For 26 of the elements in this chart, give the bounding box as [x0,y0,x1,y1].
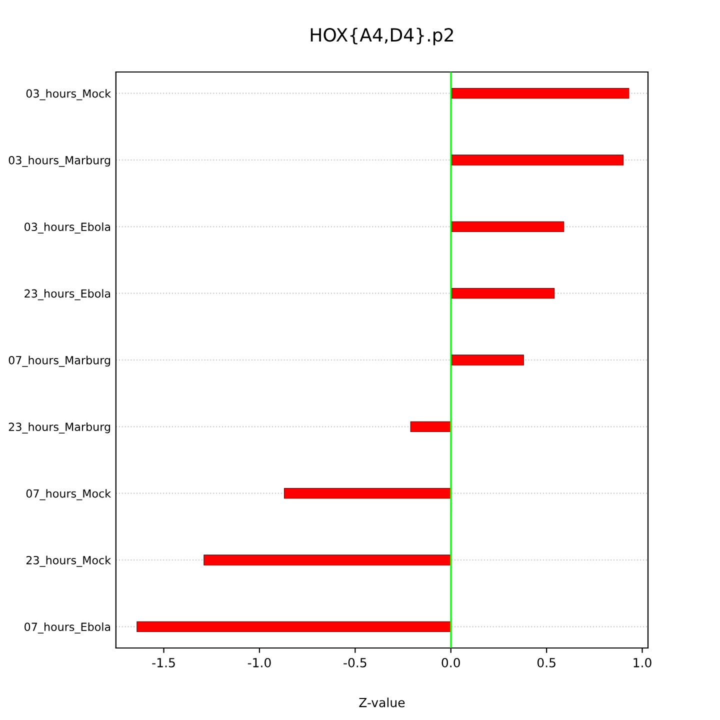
y-tick-label: 23_hours_Mock [26,556,112,567]
bar [450,154,624,166]
bar [204,554,452,566]
y-tick-label: 07_hours_Ebola [24,622,110,634]
bar [284,488,452,499]
y-tick-label: 03_hours_Marburg [8,156,110,167]
bar [450,88,630,99]
chart-title: HOX{A4,D4}.p2 [310,28,453,46]
x-tick-label: -0.5 [344,658,366,668]
bar [410,421,452,432]
x-tick-label: -1.0 [248,658,271,668]
bar [450,354,524,366]
y-tick-label: 07_hours_Mock [26,489,112,500]
y-tick-label: 07_hours_Marburg [8,356,110,367]
x-tick-label: -1.5 [152,658,175,668]
y-tick-label: 23_hours_Marburg [8,422,110,434]
bar [136,621,452,632]
bar [450,221,564,232]
x-tick-label: 0.5 [537,658,556,668]
y-tick-label: 23_hours_Ebola [24,289,110,300]
x-tick-label: 0.0 [442,658,460,668]
y-tick-label: 03_hours_Mock [26,89,112,100]
x-tick-label: 1.0 [634,658,652,668]
x-axis-title: Z-value [359,698,405,708]
bar [450,288,555,299]
y-tick-label: 03_hours_Ebola [24,222,110,234]
